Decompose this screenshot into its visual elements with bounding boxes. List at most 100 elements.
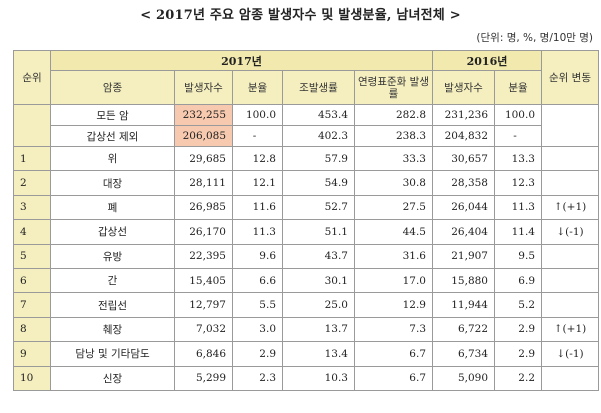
cases-2016-cell: 15,880 [432,267,495,294]
rank-change-cell [541,267,599,294]
cases-cell: 5,299 [174,365,233,391]
asr-cell: 238.3 [354,125,433,147]
year-2016-header: 2016년 [432,50,542,71]
year-2017-header: 2017년 [50,50,433,71]
table-title: < 2017년 주요 암종 발생자수 및 발생분율, 남녀전체 > [140,8,461,23]
table-row: 8 췌장 7,032 3.0 13.7 7.3 6,722 2.9 ↑(+1) [13,316,599,343]
share-2016-cell: 5.2 [494,292,542,318]
crude-rate-cell: 43.7 [282,243,355,269]
cases-cell: 232,255 [174,104,233,126]
asr-cell: 282.8 [354,104,433,126]
cases-2016-cell: 30,657 [432,145,495,172]
cases-cell: 7,032 [174,316,233,343]
table-row: 9 담낭 및 기타담도 6,846 2.9 13.4 6.7 6,734 2.9 ↓(-1) [13,341,599,367]
cancer-name-cell: 대장 [50,170,175,196]
share-2016-cell: 2.9 [494,316,542,343]
rank-change-header: 순위 변동 [541,50,599,105]
table-row: 3 폐 26,985 11.6 52.7 27.5 26,044 11.3 ↑(+1) [13,194,599,221]
share-cell: 3.0 [232,316,283,343]
cases-cell: 6,846 [174,341,233,367]
cancer-name-cell: 폐 [50,194,175,221]
cases-cell: 206,085 [174,125,233,147]
rank-change-cell [541,145,599,172]
asr-cell: 30.8 [354,170,433,196]
share-2016-cell: 100.0 [494,104,542,126]
crude-rate-cell: 30.1 [282,267,355,294]
share-cell: 12.1 [232,170,283,196]
cases-2016-cell: 26,044 [432,194,495,221]
cases-2016-cell: 6,722 [432,316,495,343]
cases-cell: 29,685 [174,145,233,172]
asr-cell: 31.6 [354,243,433,269]
cases-2016-cell: 26,404 [432,219,495,245]
cancer-name-cell: 간 [50,267,175,294]
cases-2016-cell: 28,358 [432,170,495,196]
asr-cell: 17.0 [354,267,433,294]
cases-2016-cell: 204,832 [432,125,495,147]
crude-rate-cell: 402.3 [282,125,355,147]
share-cell: 11.3 [232,219,283,245]
asr-cell: 7.3 [354,316,433,343]
cases-cell: 12,797 [174,292,233,318]
rank-cell: 9 [13,341,51,367]
cases-cell: 15,405 [174,267,233,294]
share-cell: 11.6 [232,194,283,221]
cases-cell: 22,395 [174,243,233,269]
rank-cell: 5 [13,243,51,269]
cases-2016-cell: 231,236 [432,104,495,126]
share-2016-cell: 6.9 [494,267,542,294]
share-cell: 2.3 [232,365,283,391]
share-2016-cell: 2.9 [494,341,542,367]
asr-cell: 44.5 [354,219,433,245]
cases-2016-cell: 21,907 [432,243,495,269]
asr-header: 연령표준화 발생률 [354,70,433,105]
crude-rate-cell: 54.9 [282,170,355,196]
share-cell: 100.0 [232,104,283,126]
table-row-excluding-thyroid: 갑상선 제외 206,085 - 402.3 238.3 204,832 - [14,125,599,147]
share-cell: 2.9 [232,341,283,367]
asr-cell: 6.7 [354,365,433,391]
table-row: 6 간 15,405 6.6 30.1 17.0 15,880 6.9 [13,267,599,294]
rank-cell: 6 [13,267,51,294]
share-cell: 5.5 [232,292,283,318]
crude-rate-cell: 10.3 [282,365,355,391]
asr-cell: 6.7 [354,341,433,367]
share-cell: 9.6 [232,243,283,269]
cancer-name-cell: 유방 [50,243,175,269]
crude-rate-cell: 13.7 [282,316,355,343]
cancer-name-cell: 신장 [50,365,175,391]
rank-cell: 10 [13,365,51,391]
crude-rate-cell: 51.1 [282,219,355,245]
share-2016-cell: 2.2 [494,365,542,391]
rank-cell: 8 [13,316,51,343]
asr-cell: 33.3 [354,145,433,172]
unit-note: (단위: 명, %, 명/10만 명) [476,32,593,44]
table-row: 4 갑상선 26,170 11.3 51.1 44.5 26,404 11.4 ↓(-1) [13,219,599,245]
share-cell: 12.8 [232,145,283,172]
rank-change-cell-empty [541,104,599,147]
rank-change-cell: ↓(-1) [541,341,599,367]
rank-cell: 4 [13,219,51,245]
cancer-name-cell: 췌장 [50,316,175,343]
share-2016-cell: 13.3 [494,145,542,172]
rank-cell: 2 [13,170,51,196]
rank-change-cell: ↑(+1) [541,316,599,343]
rank-change-cell [541,170,599,196]
cancer-name-cell: 위 [50,145,175,172]
crude-rate-cell: 453.4 [282,104,355,126]
table-row: 5 유방 22,395 9.6 43.7 31.6 21,907 9.5 [13,243,599,269]
table-row: 2 대장 28,111 12.1 54.9 30.8 28,358 12.3 [13,170,599,196]
share-cell: - [232,125,283,147]
cases-2016-cell: 5,090 [432,365,495,391]
cases-2016-header: 발생자수 [432,70,495,105]
cases-cell: 26,170 [174,219,233,245]
cancer-name-cell: 전립선 [50,292,175,318]
cases-header: 발생자수 [174,70,233,105]
share-2016-cell: 12.3 [494,170,542,196]
crude-rate-header: 조발생률 [282,70,355,105]
share-cell: 6.6 [232,267,283,294]
table-row: 10 신장 5,299 2.3 10.3 6.7 5,090 2.2 [13,365,599,391]
rank-cell: 7 [13,292,51,318]
rank-change-cell [541,365,599,391]
cancer-type-header: 암종 [50,70,175,105]
